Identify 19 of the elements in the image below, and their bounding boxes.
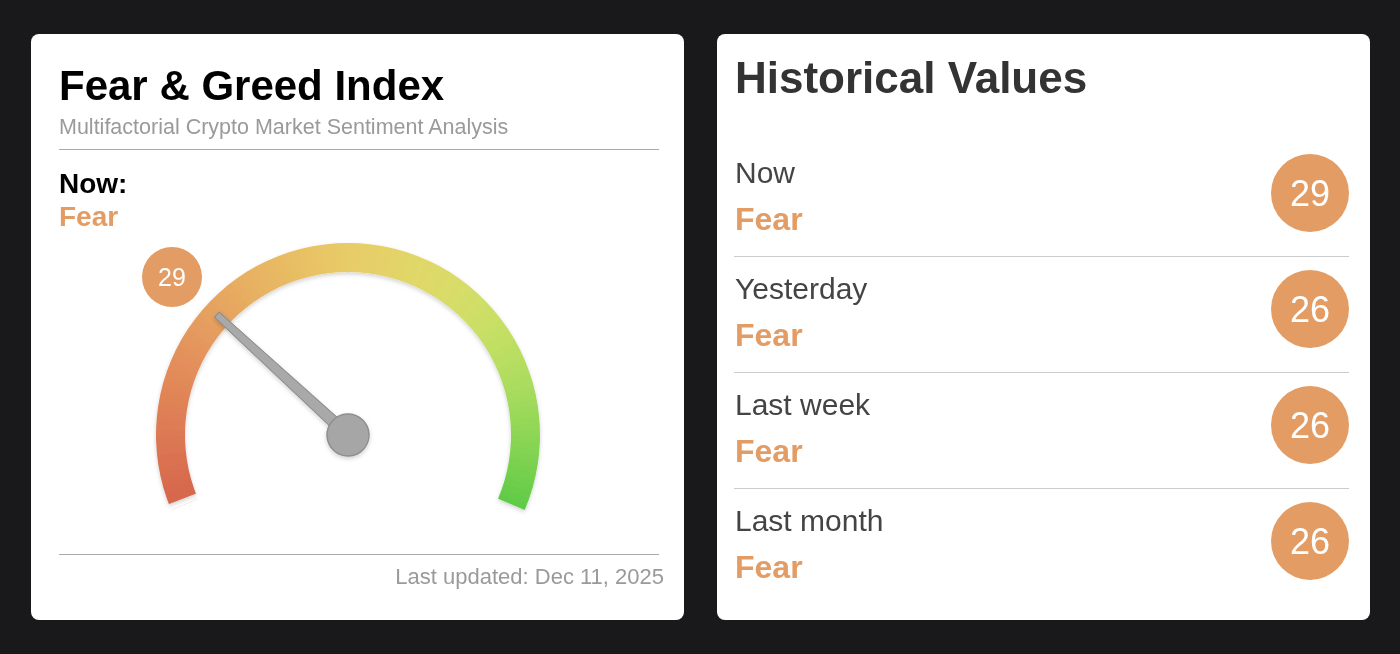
data-label: 26	[1289, 289, 1331, 330]
category-label: Last month	[735, 504, 884, 537]
text: Multifactorial Crypto Market Sentiment Analysis	[59, 115, 509, 139]
data-label: 29	[158, 263, 186, 291]
text: Fear	[735, 201, 803, 237]
category-label: Now	[735, 156, 796, 189]
text: Historical Values	[735, 53, 1088, 102]
text: Now:	[59, 168, 128, 199]
data-label: 26	[1289, 405, 1331, 446]
text: Fear	[59, 201, 119, 232]
category-label: Last week	[735, 388, 872, 421]
text: Fear	[735, 317, 803, 353]
data-label: 29	[1289, 173, 1331, 214]
text: Fear	[735, 433, 803, 469]
data-label: 26	[1289, 521, 1331, 562]
text: Fear & Greed Index	[59, 62, 445, 109]
text: Last updated: Dec 11, 2025	[395, 564, 664, 589]
category-label: Yesterday	[735, 272, 868, 305]
text: Fear	[735, 549, 803, 585]
